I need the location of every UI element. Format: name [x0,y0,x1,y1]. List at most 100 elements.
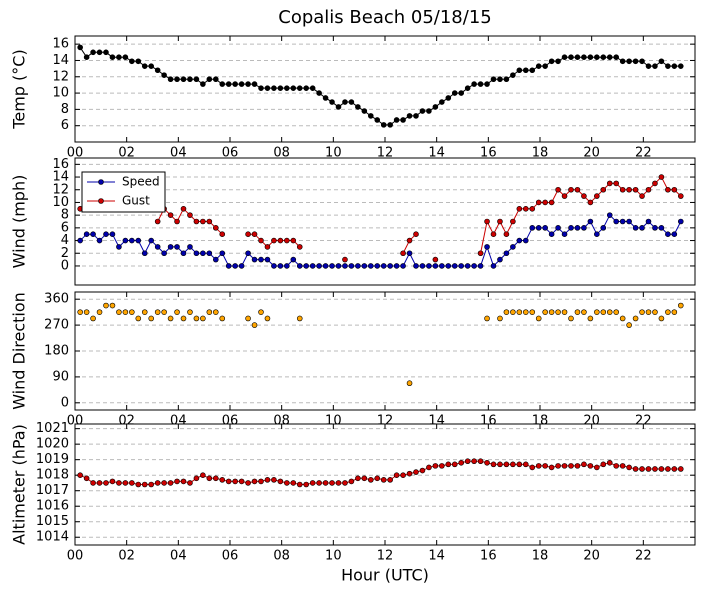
data-point [219,477,226,483]
data-point [671,309,678,315]
data-point [503,76,510,83]
x-tick-label: 22 [635,414,652,429]
data-point [619,186,626,193]
data-point [206,250,213,257]
data-point [296,481,303,488]
data-point [432,263,439,269]
data-point [574,463,581,469]
data-point [406,470,413,477]
data-point [206,475,213,482]
data-point [154,67,161,74]
data-point [652,225,658,231]
data-point [200,250,206,257]
data-point [109,302,116,309]
data-point [141,63,148,69]
data-point [432,463,439,469]
data-point [600,225,607,231]
data-point [77,472,83,478]
data-point [497,315,503,322]
data-point [606,459,613,466]
data-point [645,186,652,193]
data-point [264,477,271,483]
plot-frame [74,291,696,411]
data-point [148,315,155,322]
data-point [490,76,497,83]
data-point [90,315,96,322]
data-point [594,309,600,315]
data-point [671,63,678,69]
data-point [167,315,174,322]
data-point [154,244,161,250]
data-point [187,309,193,315]
data-point [548,231,555,237]
data-point [535,463,542,469]
data-point [677,193,684,199]
data-point [251,81,258,87]
data-point [277,478,284,485]
data-point [393,263,400,269]
data-point [555,186,561,193]
data-point [393,472,400,478]
data-point [626,58,632,65]
data-point [387,122,393,128]
data-point [90,231,96,237]
data-point [458,90,465,96]
data-point [83,475,90,482]
data-point [665,63,671,69]
x-tick-label: 10 [325,414,342,429]
data-point [406,250,413,257]
y-tick-label: 1021 [36,421,69,436]
data-point [516,237,523,244]
data-point [535,199,542,206]
data-point [522,309,529,315]
data-point [361,475,368,482]
data-point [329,99,335,105]
data-point [510,309,516,315]
data-point [187,212,193,218]
data-point [271,237,277,244]
data-point [658,58,665,65]
data-point [77,309,83,315]
data-point [296,315,303,322]
data-point [458,459,465,466]
data-point [568,186,574,193]
data-point [535,63,542,69]
y-axis-label: Altimeter (hPa) [10,424,29,545]
data-point [639,225,645,231]
data-point [471,458,477,465]
data-point [380,477,387,483]
data-point [329,480,335,486]
data-point [374,475,381,482]
data-point [316,263,322,269]
data-point [503,461,510,468]
data-point [574,54,581,61]
x-tick-label: 04 [170,146,187,161]
data-point [516,206,523,212]
data-point [284,480,290,486]
x-tick-label: 00 [67,549,84,564]
data-point [238,263,245,269]
data-point [290,256,297,263]
data-point [587,218,594,225]
data-point [413,231,419,237]
data-point [581,309,587,315]
data-point [445,461,452,468]
data-point [606,180,613,187]
x-tick-label: 12 [377,549,394,564]
data-point [658,174,665,180]
data-point [116,480,122,486]
data-point [367,477,374,483]
y-axis-label: Wind (mph) [10,175,29,269]
data-point [258,478,264,485]
data-point [451,461,458,468]
data-point [522,461,529,468]
data-point [639,309,645,315]
data-point [451,90,458,96]
data-point [484,315,490,322]
data-point [251,478,258,485]
data-point [342,263,348,269]
data-point [290,237,297,244]
x-tick-label: 20 [583,549,600,564]
data-point [174,76,180,83]
data-point [639,58,645,65]
